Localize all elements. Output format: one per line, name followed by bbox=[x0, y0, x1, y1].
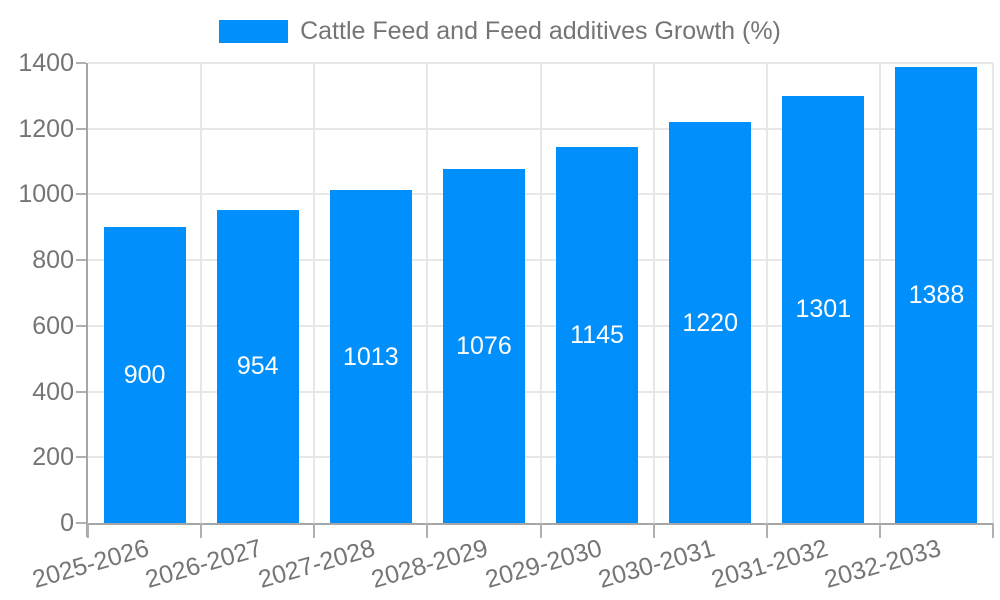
v-gridline bbox=[313, 63, 316, 523]
bar-value-label: 1220 bbox=[682, 308, 738, 337]
bar[interactable]: 1388 bbox=[895, 66, 978, 523]
x-tick-label: 2030-2031 bbox=[594, 534, 718, 594]
bar[interactable]: 1076 bbox=[442, 169, 525, 523]
v-gridline bbox=[992, 63, 994, 523]
x-axis-tick bbox=[426, 523, 429, 538]
bar[interactable]: 900 bbox=[103, 227, 186, 523]
bar[interactable]: 954 bbox=[216, 209, 299, 523]
x-axis-tick bbox=[652, 523, 655, 538]
bar-value-label: 1301 bbox=[795, 295, 852, 324]
bar-value-label: 954 bbox=[236, 352, 279, 381]
legend-swatch[interactable] bbox=[219, 19, 289, 43]
v-gridline bbox=[652, 63, 655, 523]
x-axis-tick bbox=[87, 523, 89, 538]
x-axis-tick bbox=[992, 523, 994, 538]
x-tick-label: 2025-2026 bbox=[29, 534, 153, 594]
y-tick-label: 1400 bbox=[18, 49, 74, 77]
y-axis-tick bbox=[76, 193, 86, 196]
y-axis-tick bbox=[76, 259, 86, 262]
y-axis-tick bbox=[76, 390, 86, 393]
x-tick-label: 2031-2032 bbox=[708, 534, 831, 594]
y-tick-label: 600 bbox=[32, 311, 74, 340]
y-tick-label: 1200 bbox=[18, 114, 74, 143]
v-gridline bbox=[426, 63, 429, 523]
v-gridline bbox=[539, 63, 542, 523]
y-axis-tick bbox=[76, 324, 86, 327]
bar[interactable]: 1145 bbox=[556, 146, 639, 523]
legend-label[interactable]: Cattle Feed and Feed additives Growth (%… bbox=[300, 17, 781, 45]
x-axis-tick bbox=[313, 523, 316, 538]
bar[interactable]: 1301 bbox=[782, 95, 865, 523]
x-tick-label: 2026-2027 bbox=[142, 534, 266, 594]
plot-area: 900 954 1013 1076 1145 1220 1301 1388 0 200 400 60… bbox=[18, 50, 994, 594]
y-tick-label: 1000 bbox=[18, 180, 74, 209]
y-axis-tick bbox=[76, 456, 86, 459]
y-axis-tick bbox=[76, 127, 86, 130]
y-tick-label: 400 bbox=[32, 377, 74, 406]
v-gridline bbox=[765, 63, 768, 523]
v-gridline bbox=[200, 63, 203, 523]
x-axis-tick bbox=[765, 523, 768, 538]
bar-value-label: 1076 bbox=[456, 332, 512, 361]
x-axis-tick bbox=[539, 523, 542, 538]
x-axis-tick bbox=[878, 523, 881, 538]
x-axis-tick bbox=[200, 523, 203, 538]
y-tick-label: 200 bbox=[32, 443, 74, 472]
x-tick-label: 2027-2028 bbox=[255, 534, 379, 594]
y-axis-line bbox=[86, 63, 88, 537]
y-axis-tick bbox=[76, 62, 86, 64]
v-gridline bbox=[878, 63, 881, 523]
legend: Cattle Feed and Feed additives Growth (%… bbox=[0, 14, 1000, 48]
bar[interactable]: 1013 bbox=[329, 190, 412, 523]
y-axis-tick bbox=[76, 522, 86, 524]
bar-value-label: 1388 bbox=[908, 280, 965, 309]
x-tick-label: 2029-2030 bbox=[481, 534, 605, 594]
bar[interactable]: 1220 bbox=[669, 122, 752, 523]
y-tick-label: 800 bbox=[32, 246, 74, 275]
x-tick-label: 2032-2033 bbox=[821, 534, 944, 594]
y-tick-label: 0 bbox=[60, 509, 74, 537]
bar-value-label: 1145 bbox=[570, 320, 624, 349]
bar-value-label: 900 bbox=[123, 361, 166, 390]
x-tick-label: 2028-2029 bbox=[368, 534, 492, 594]
bar-value-label: 1013 bbox=[343, 342, 399, 371]
